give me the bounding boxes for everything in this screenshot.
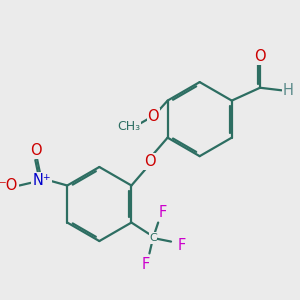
Text: F: F — [141, 257, 149, 272]
Text: H: H — [282, 83, 293, 98]
Text: C: C — [149, 233, 157, 243]
Text: O: O — [147, 109, 159, 124]
Text: O: O — [31, 143, 42, 158]
Text: O: O — [254, 50, 266, 64]
Text: N⁺: N⁺ — [32, 173, 51, 188]
Text: F: F — [158, 205, 166, 220]
Text: CH₃: CH₃ — [117, 120, 141, 133]
Text: ⁻O: ⁻O — [0, 178, 18, 193]
Text: F: F — [177, 238, 185, 253]
Text: O: O — [144, 154, 155, 169]
